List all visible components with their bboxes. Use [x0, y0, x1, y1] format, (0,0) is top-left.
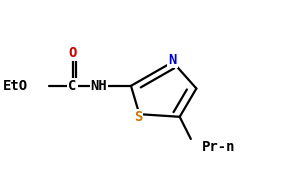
Text: EtO: EtO	[3, 79, 28, 93]
Text: C: C	[68, 79, 77, 93]
Text: N: N	[168, 53, 177, 67]
Text: S: S	[134, 110, 142, 124]
Text: NH: NH	[91, 79, 107, 93]
Text: Pr-n: Pr-n	[202, 140, 235, 154]
Text: O: O	[68, 46, 77, 60]
